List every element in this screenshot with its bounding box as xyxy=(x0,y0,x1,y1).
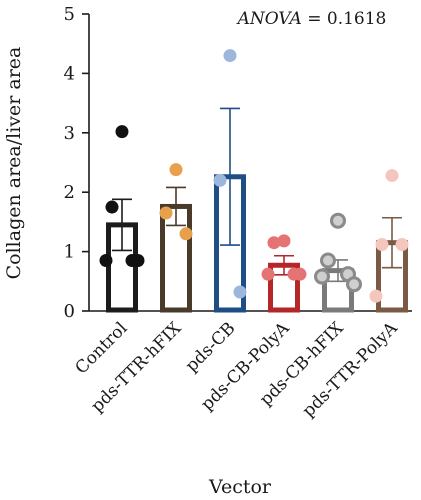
bars-group xyxy=(106,174,408,313)
anova-label: ANOVA xyxy=(236,9,302,29)
data-point-5-3 xyxy=(369,289,383,303)
data-point-2-1 xyxy=(213,173,227,187)
x-axis-title: Vector xyxy=(208,476,272,498)
y-axis-title: Collagen area/liver area xyxy=(3,47,25,280)
data-point-3-0 xyxy=(277,234,291,248)
data-point-1-2 xyxy=(179,227,193,241)
data-points-group xyxy=(99,49,409,303)
anova-annotation: ANOVA = 0.1618 xyxy=(236,9,387,29)
data-point-5-0 xyxy=(385,169,399,183)
data-point-4-4 xyxy=(346,276,362,293)
data-point-3-4 xyxy=(293,267,307,281)
data-point-0-0 xyxy=(115,125,129,139)
data-point-3-3 xyxy=(261,267,275,281)
anova-value: = 0.1618 xyxy=(302,9,387,29)
data-point-4-3 xyxy=(314,268,330,285)
x-tick-labels: Controlpds-TTR-hFIXpds-CBpds-CB-PolyApds… xyxy=(72,318,402,421)
y-tick-label-1: 1 xyxy=(64,242,75,263)
y-tick-label-4: 4 xyxy=(64,63,75,84)
data-point-2-0 xyxy=(223,49,237,63)
error-bars-group xyxy=(112,107,402,283)
y-tick-label-0: 0 xyxy=(64,301,75,322)
data-point-0-4 xyxy=(131,254,145,268)
y-axis: 0 1 2 3 4 5 xyxy=(64,4,412,322)
data-point-5-2 xyxy=(395,237,409,251)
data-point-3-1 xyxy=(267,236,281,250)
data-point-0-3 xyxy=(99,254,113,268)
x-tick-label-5: pds-TTR-PolyA xyxy=(299,318,402,421)
data-point-1-1 xyxy=(159,206,173,220)
data-point-1-0 xyxy=(169,163,183,177)
data-point-0-1 xyxy=(105,200,119,214)
y-tick-label-3: 3 xyxy=(64,123,75,144)
data-point-5-1 xyxy=(375,237,389,251)
data-point-2-2 xyxy=(233,285,247,299)
y-tick-label-2: 2 xyxy=(64,182,75,203)
y-tick-label-5: 5 xyxy=(64,4,75,25)
data-point-4-0 xyxy=(330,212,346,229)
data-point-4-1 xyxy=(320,252,336,269)
